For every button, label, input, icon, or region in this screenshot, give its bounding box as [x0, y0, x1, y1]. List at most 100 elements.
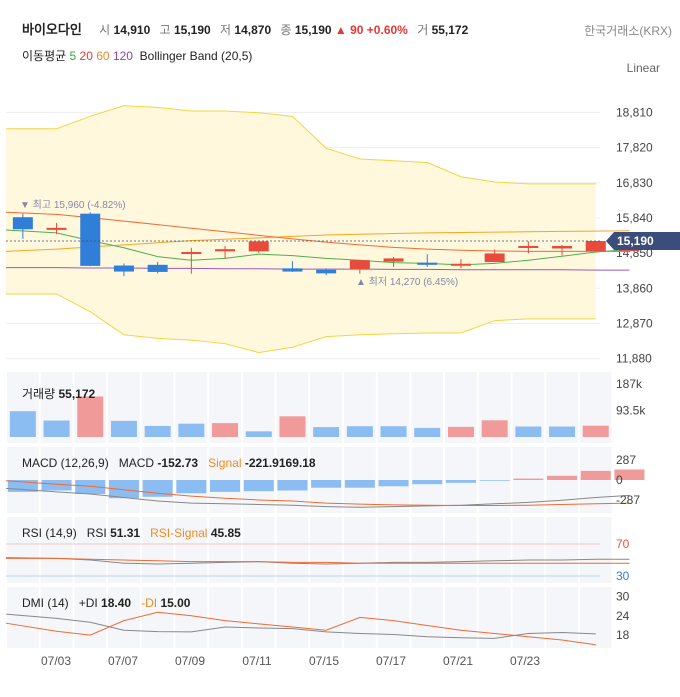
volume-bar: [245, 431, 272, 437]
panel-bg-column: [276, 587, 309, 648]
bollinger-toggle[interactable]: Bollinger Band (20,5): [139, 49, 253, 63]
panel-bg-column: [445, 517, 477, 583]
volume-panel-value: 55,172: [58, 387, 96, 401]
candle-body: [450, 263, 471, 266]
panel-bg-column: [209, 517, 241, 583]
candle-body: [12, 217, 33, 230]
panel-bg-column: [411, 587, 444, 648]
macd-histogram-bar: [513, 478, 544, 480]
ma5-toggle[interactable]: 5: [69, 49, 77, 63]
scale-mode-toggle[interactable]: Linear: [626, 61, 660, 75]
mdi-label: -DI: [141, 596, 158, 610]
volume-bar: [9, 411, 36, 437]
candle-body: [113, 265, 134, 272]
rsi-panel-label: RSI (14,9): [22, 526, 77, 540]
macd-tick-label: 0: [616, 473, 623, 487]
volume-bar: [144, 425, 171, 437]
indicator-legend: 이동평균 5 20 60 120 Bollinger Band (20,5): [22, 47, 252, 64]
ma20-toggle[interactable]: 20: [79, 49, 93, 63]
x-tick-label: 07/17: [376, 654, 406, 668]
panel-bg-column: [377, 517, 410, 583]
dmi-tick-label: 18: [616, 628, 630, 642]
max-price-annotation: ▼ 최고 15,960 (-4.82%): [20, 199, 126, 211]
price-tick-label: 15,840: [616, 211, 653, 225]
rsi-signal-value: 45.85: [210, 526, 241, 540]
candle-body: [552, 245, 573, 249]
macd-histogram-bar: [41, 480, 72, 491]
ma120-toggle[interactable]: 120: [112, 49, 133, 63]
ma5-line: [5, 229, 630, 266]
volume-bar: [313, 427, 340, 437]
macd-histogram-bar: [243, 480, 274, 492]
stock-name: 바이오다인: [22, 22, 82, 37]
macd-histogram-bar: [445, 480, 476, 483]
dmi-title: DMI (14) +DI 18.40 -DI 15.00: [22, 596, 190, 610]
candle-body: [46, 227, 67, 230]
mdi-value: 15.00: [160, 596, 191, 610]
macd-line: [5, 487, 630, 508]
panel-bg-column: [377, 587, 410, 648]
pdi-value: 18.40: [101, 596, 132, 610]
candle-body: [585, 241, 606, 251]
macd-histogram-bar: [75, 480, 106, 494]
macd-panel-label: MACD (12,26,9): [22, 456, 109, 470]
macd-histogram-bar: [210, 480, 241, 492]
candle-body: [417, 262, 438, 265]
panel-bg-column: [344, 517, 376, 583]
volume-bar: [279, 416, 306, 437]
volume-bar: [43, 420, 70, 437]
rsi-signal-line: [6, 557, 630, 564]
macd-tick-label: 287: [616, 453, 636, 467]
volume-title: 거래량 55,172: [22, 385, 95, 402]
exchange-label: 한국거래소(KRX): [584, 24, 672, 38]
x-tick-label: 07/21: [443, 654, 473, 668]
candle-body: [248, 241, 269, 252]
low-label: 저: [220, 23, 232, 37]
panel-bg-column: [108, 517, 140, 583]
panel-bg-column: [7, 517, 39, 583]
ma60-toggle[interactable]: 60: [96, 49, 110, 63]
macd-histogram-bar: [344, 480, 375, 488]
ma-label: 이동평균: [22, 49, 67, 63]
macd-signal-line: [5, 480, 630, 507]
panel-bg-column: [141, 587, 174, 648]
panel-bg-column: [40, 517, 73, 583]
low-value: 14,870: [234, 23, 272, 37]
candle-body: [316, 269, 337, 274]
price-header: 바이오다인 시 14,910 고 15,190 저 14,870 종 15,19…: [22, 19, 468, 38]
panel-bg-column: [478, 517, 511, 583]
volume-bar: [77, 396, 104, 437]
close-value: 15,190: [294, 23, 332, 37]
volume-bar: [346, 426, 373, 437]
panel-bg-column: [579, 517, 612, 583]
candle-body: [484, 253, 505, 262]
volume-bar: [447, 426, 474, 437]
panel-bg-column: [546, 587, 578, 648]
volume-label: 거: [417, 23, 429, 37]
x-tick-label: 07/23: [510, 654, 540, 668]
panel-bg-column: [175, 517, 208, 583]
current-price-label: 15,190: [617, 234, 654, 248]
price-tick-label: 12,870: [616, 316, 653, 330]
rsi-tick-label: 30: [616, 569, 630, 583]
rsi-title: RSI (14,9) RSI 51.31 RSI-Signal 45.85: [22, 526, 241, 540]
candle-body: [80, 213, 101, 266]
macd-histogram-bar: [614, 469, 645, 480]
macd-histogram-bar: [108, 480, 139, 499]
macd-histogram-bar: [378, 480, 409, 487]
dmi-tick-label: 24: [616, 609, 630, 623]
panel-bg-column: [546, 517, 578, 583]
x-tick-label: 07/03: [41, 654, 71, 668]
x-tick-label: 07/07: [108, 654, 138, 668]
panel-bg-column: [445, 587, 477, 648]
panel-bg-column: [478, 587, 511, 648]
panel-bg-column: [141, 517, 174, 583]
macd-signal-label: Signal: [208, 456, 242, 470]
candle-body: [147, 264, 168, 272]
current-price-tag: [606, 232, 680, 251]
panel-bg-column: [74, 517, 107, 583]
volume-bar: [481, 420, 508, 437]
volume-bar: [549, 426, 576, 437]
min-price-annotation: ▲ 최저 14,270 (6.45%): [356, 276, 458, 288]
